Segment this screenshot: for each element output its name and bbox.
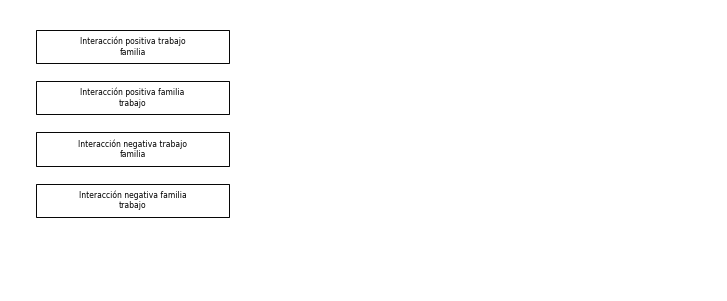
- Text: Interacción positiva trabajo
familia: Interacción positiva trabajo familia: [80, 37, 185, 57]
- FancyBboxPatch shape: [36, 30, 229, 63]
- Text: Interacción negativa trabajo
familia: Interacción negativa trabajo familia: [79, 139, 187, 159]
- Text: Interacción negativa familia
trabajo: Interacción negativa familia trabajo: [79, 190, 187, 210]
- Text: Interacción positiva familia
trabajo: Interacción positiva familia trabajo: [81, 88, 185, 108]
- FancyBboxPatch shape: [36, 184, 229, 217]
- FancyBboxPatch shape: [36, 81, 229, 114]
- FancyBboxPatch shape: [36, 132, 229, 166]
